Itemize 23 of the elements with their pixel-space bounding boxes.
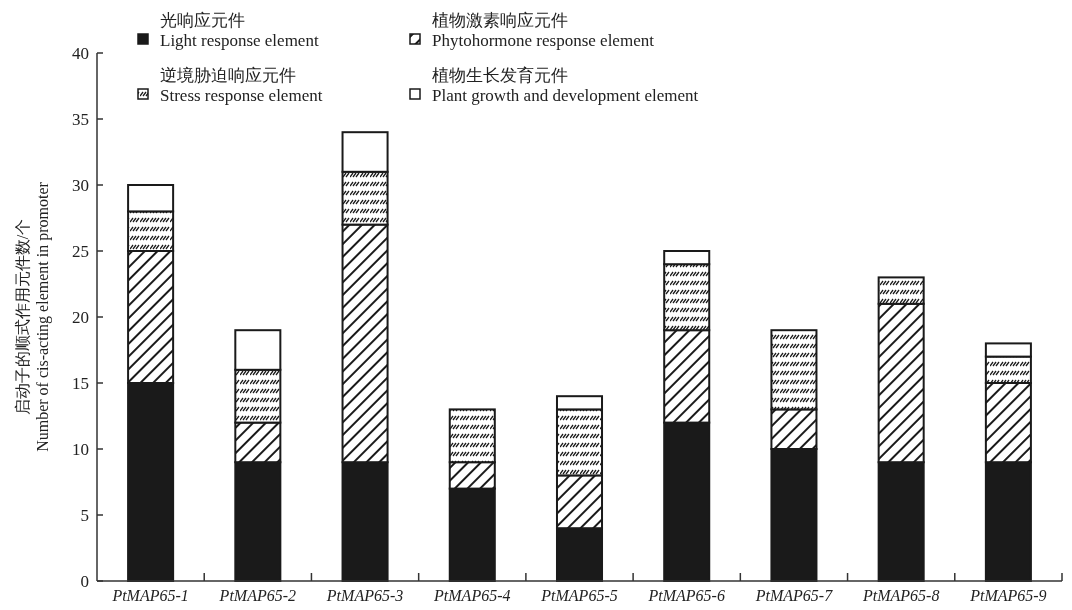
y-tick-label: 25 (72, 241, 89, 261)
x-tick-label: PtMAP65-6 (647, 587, 725, 604)
y-axis-title: 启动子的顺式作用元件数/个 Number of cis-acting element in promoter (14, 181, 52, 452)
y-tick-label: 30 (72, 175, 89, 195)
x-tick-label: PtMAP65-8 (861, 587, 940, 604)
x-tick-label: PtMAP65-1 (111, 587, 189, 604)
x-tick-label: PtMAP65-5 (540, 587, 618, 604)
x-tick-label: PtMAP65-9 (969, 587, 1047, 604)
legend-label: 光响应元件 Light response element (160, 11, 319, 50)
legend-label: 植物激素响应元件 Phytohormone response element (432, 11, 655, 50)
x-tick-label: PtMAP65-2 (218, 587, 297, 604)
y-tick-label: 40 (72, 43, 89, 63)
y-tick-label: 15 (72, 373, 89, 393)
y-tick-label: 0 (80, 571, 89, 591)
x-tick-label: PtMAP65-7 (754, 587, 834, 604)
legend-label: 植物生长发育元件 Plant growth and development element (432, 66, 699, 105)
y-tick-label: 20 (72, 307, 89, 327)
x-tick-label: PtMAP65-3 (325, 587, 404, 604)
y-tick-label: 5 (80, 505, 89, 525)
x-tick-label: PtMAP65-4 (433, 587, 511, 604)
legend-label: 逆境胁迫响应元件 Stress response element (160, 66, 323, 105)
y-tick-label: 35 (72, 109, 89, 129)
y-tick-label: 10 (72, 439, 89, 459)
